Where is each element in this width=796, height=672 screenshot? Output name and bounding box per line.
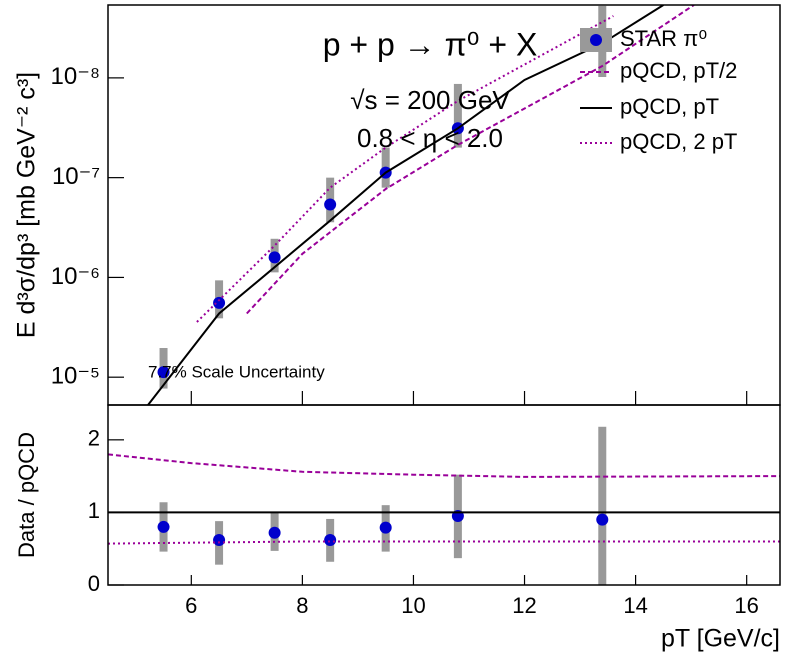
y-tick-label: 2 [88,426,100,451]
frame [107,404,781,586]
x-tick-label: 10 [401,593,425,618]
annotation: √s = 200 GeV [350,85,510,115]
x-tick-label: 8 [296,593,308,618]
legend-label: pQCD, 2 pT [620,129,737,154]
data-point [213,534,226,546]
annotation: p + p → π⁰ + X [323,26,538,62]
data-point [268,526,281,539]
legend-label: STAR π⁰ [620,26,707,51]
y-axis-label: Data / pQCD [14,432,39,558]
y-tick-label: 10⁻⁶ [51,263,100,290]
y-axis-label: E d³σ/dp³ [mb GeV⁻² c³] [13,72,41,338]
data-point [157,520,170,533]
y-tick-label: 1 [88,498,100,523]
y-tick-label: 0 [88,571,100,596]
curve [147,5,664,405]
x-tick-label: 12 [512,593,536,618]
plot-area [108,426,780,585]
error-bar [598,426,607,585]
data-point [157,366,170,379]
x-tick-label: 14 [623,593,647,618]
data-point [596,513,609,526]
y-tick-label: 10⁻⁷ [52,163,100,190]
legend-label: pQCD, pT [620,94,719,119]
annotation: 7.7% Scale Uncertainty [148,362,325,381]
legend-label: pQCD, pT/2 [620,58,737,83]
error-bar [453,83,462,148]
x-tick-label: 6 [185,593,197,618]
data-point [324,534,337,546]
data-point [324,198,337,211]
curve [108,453,780,478]
y-tick-label: 10⁻⁸ [51,63,101,90]
annotation: 0.8 < η < 2.0 [357,123,503,153]
data-point [213,296,226,309]
plot-area [147,5,695,405]
curve [246,5,695,315]
curve [108,540,780,545]
data-point [268,251,281,264]
x-tick-label: 16 [734,593,758,618]
x-axis-label: pT [GeV/c] [661,625,780,653]
curve [196,15,614,323]
data-point [379,521,392,534]
legend-marker [590,34,602,46]
y-tick-label: 10⁻⁵ [51,363,100,390]
